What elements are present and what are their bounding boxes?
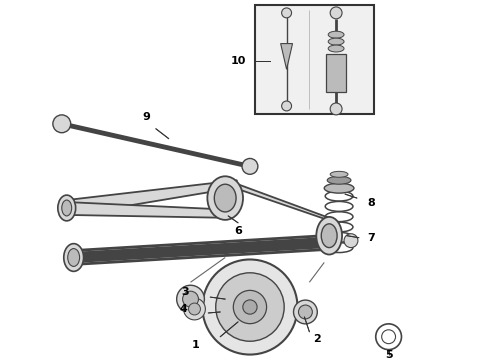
Circle shape bbox=[330, 7, 342, 19]
Text: 5: 5 bbox=[385, 350, 392, 360]
Circle shape bbox=[233, 291, 267, 324]
Ellipse shape bbox=[317, 217, 342, 255]
Circle shape bbox=[330, 103, 342, 115]
Text: 4: 4 bbox=[180, 304, 188, 314]
Ellipse shape bbox=[58, 195, 75, 221]
Ellipse shape bbox=[214, 184, 236, 212]
Circle shape bbox=[183, 291, 198, 307]
Ellipse shape bbox=[330, 171, 348, 177]
Circle shape bbox=[298, 305, 312, 319]
Ellipse shape bbox=[64, 244, 84, 271]
Ellipse shape bbox=[68, 249, 79, 266]
Circle shape bbox=[216, 273, 284, 341]
Ellipse shape bbox=[328, 31, 344, 38]
Ellipse shape bbox=[327, 176, 351, 184]
Bar bbox=[326, 54, 346, 92]
Text: 6: 6 bbox=[234, 226, 242, 236]
Text: 7: 7 bbox=[367, 233, 375, 243]
Circle shape bbox=[282, 101, 292, 111]
Text: 8: 8 bbox=[367, 198, 375, 208]
Circle shape bbox=[282, 8, 292, 18]
Circle shape bbox=[242, 158, 258, 174]
Polygon shape bbox=[67, 202, 235, 218]
Ellipse shape bbox=[328, 38, 344, 45]
Circle shape bbox=[344, 234, 358, 248]
Circle shape bbox=[243, 300, 257, 314]
Text: 9: 9 bbox=[142, 112, 150, 122]
Circle shape bbox=[53, 115, 71, 133]
Ellipse shape bbox=[207, 176, 243, 220]
Bar bbox=[255, 5, 374, 114]
Circle shape bbox=[189, 303, 200, 315]
Text: 2: 2 bbox=[314, 334, 321, 344]
Circle shape bbox=[294, 300, 318, 324]
Text: 10: 10 bbox=[230, 57, 246, 66]
Text: 1: 1 bbox=[192, 339, 199, 350]
Ellipse shape bbox=[62, 200, 72, 216]
Ellipse shape bbox=[324, 183, 354, 193]
Text: 3: 3 bbox=[182, 287, 190, 297]
Circle shape bbox=[184, 298, 205, 320]
Circle shape bbox=[177, 285, 204, 313]
Ellipse shape bbox=[321, 224, 337, 248]
Polygon shape bbox=[67, 180, 237, 216]
Circle shape bbox=[202, 260, 297, 355]
Polygon shape bbox=[235, 183, 339, 224]
Polygon shape bbox=[281, 44, 293, 69]
Ellipse shape bbox=[328, 45, 344, 52]
